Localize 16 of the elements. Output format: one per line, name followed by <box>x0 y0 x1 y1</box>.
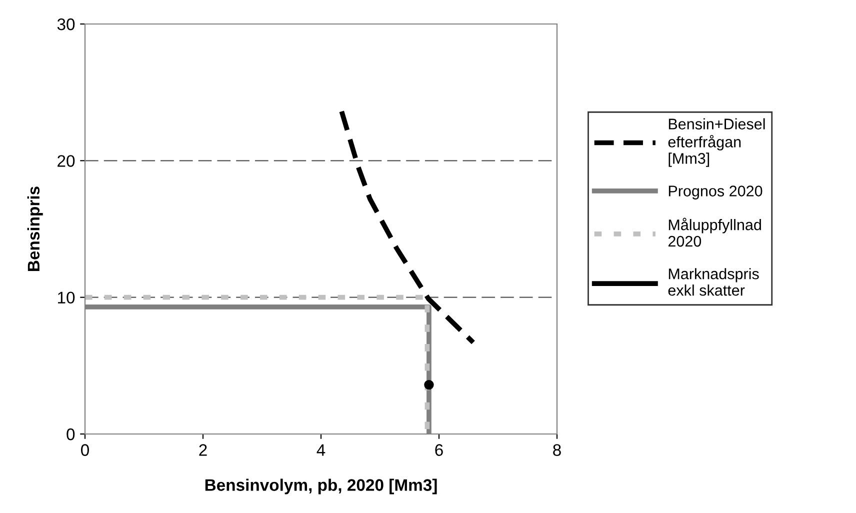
x-axis-title: Bensinvolym, pb, 2020 [Mm3] <box>205 478 437 494</box>
legend-label: Marknadspris exkl skatter <box>668 268 759 296</box>
line-series <box>339 109 476 345</box>
legend-label: Bensin+Diesel efterfrågan [Mm3] <box>668 118 765 167</box>
x-tick-label: 8 <box>553 444 561 456</box>
x-tick-label: 0 <box>81 444 89 456</box>
x-tick-label: 6 <box>435 444 443 456</box>
legend-label: Prognos 2020 <box>668 186 762 200</box>
y-tick-label: 30 <box>57 18 75 30</box>
legend-label: Måluppfyllnad 2020 <box>668 218 761 247</box>
y-axis-title: Bensinpris <box>27 186 43 271</box>
y-tick-label: 20 <box>58 155 75 167</box>
x-tick-label: 4 <box>316 444 326 456</box>
y-tick-label: 10 <box>58 292 75 304</box>
y-tick-label: 0 <box>66 428 75 440</box>
x-tick-label: 2 <box>199 444 207 456</box>
